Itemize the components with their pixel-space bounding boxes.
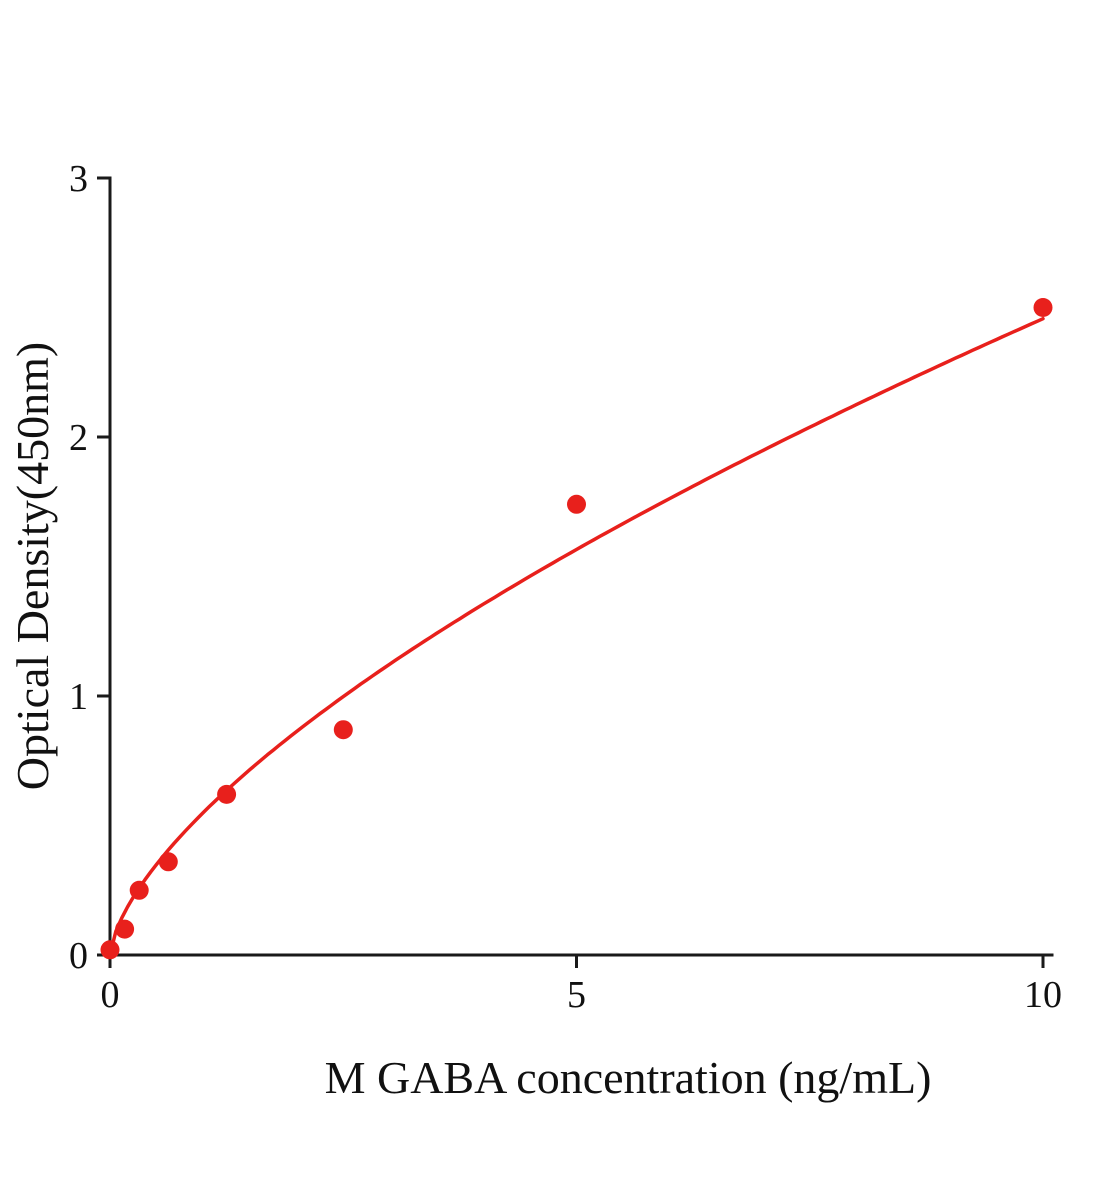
data-point (158, 852, 178, 872)
x-tick-label: 5 (567, 974, 586, 1016)
axes (106, 176, 1054, 957)
y-tick-label: 3 (69, 158, 88, 200)
plot-layer (100, 298, 1053, 960)
data-point (333, 720, 353, 740)
data-point (217, 784, 237, 804)
data-point (100, 940, 120, 960)
x-tick-label: 0 (101, 974, 120, 1016)
data-point (115, 919, 135, 939)
x-tick-label: 10 (1024, 974, 1062, 1016)
y-tick-label: 1 (69, 676, 88, 718)
y-tick-label: 0 (69, 935, 88, 977)
fit-curve (108, 316, 1045, 957)
y-axis-title: Optical Density(450nm) (7, 342, 58, 790)
x-axis-title: M GABA concentration (ng/mL) (325, 1052, 932, 1103)
data-point (129, 880, 149, 900)
data-point (1033, 298, 1053, 317)
tick-layer: 0 1 2 3 0 5 10 (69, 158, 1062, 1016)
y-tick-label: 2 (69, 417, 88, 459)
data-point (567, 494, 586, 514)
